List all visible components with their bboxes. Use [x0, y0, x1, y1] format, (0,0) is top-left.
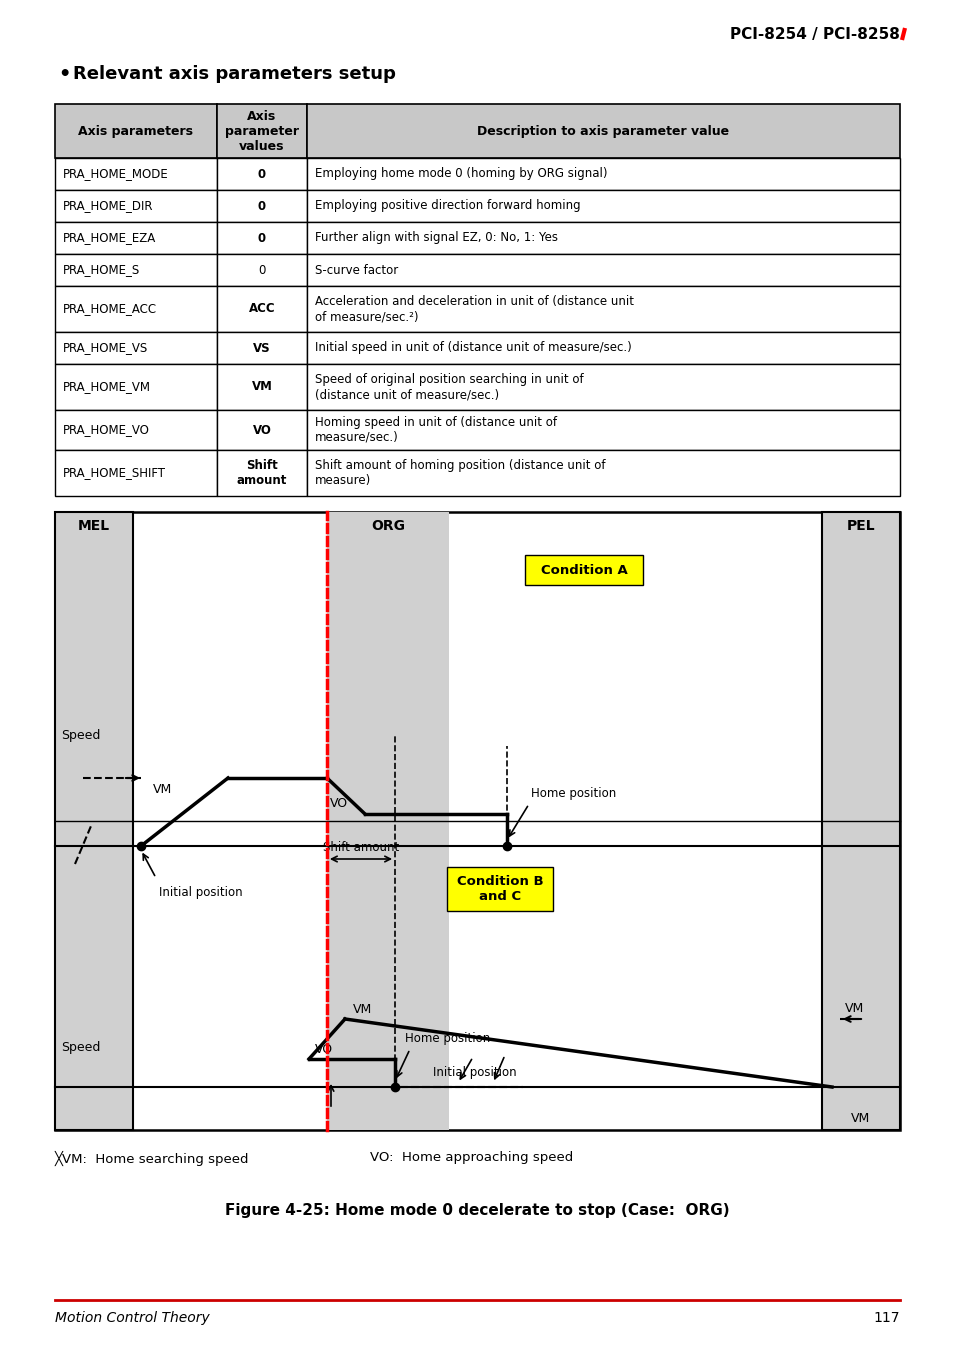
Text: PRA_HOME_SHIFT: PRA_HOME_SHIFT — [63, 466, 166, 480]
Text: ORG: ORG — [371, 519, 405, 533]
Text: Shift amount: Shift amount — [322, 841, 398, 854]
Bar — [216, 410, 307, 450]
Text: ACC: ACC — [249, 303, 275, 315]
Text: Condition B
and C: Condition B and C — [456, 875, 543, 903]
Text: PRA_HOME_DIR: PRA_HOME_DIR — [63, 200, 153, 212]
Text: MEL: MEL — [78, 519, 110, 533]
Text: 0: 0 — [257, 168, 266, 181]
Bar — [216, 222, 307, 254]
Bar — [55, 158, 216, 191]
Text: Relevant axis parameters setup: Relevant axis parameters setup — [73, 65, 395, 82]
Text: VM: VM — [252, 380, 273, 393]
Bar — [55, 254, 216, 287]
Text: Home position: Home position — [531, 787, 616, 800]
Text: VO: VO — [314, 1042, 333, 1056]
Text: VO: VO — [330, 796, 348, 810]
Text: PCI-8254 / PCI-8258: PCI-8254 / PCI-8258 — [729, 27, 899, 42]
Text: Axis parameters: Axis parameters — [78, 124, 193, 138]
Bar — [307, 333, 899, 364]
Text: Figure 4-25: Home mode 0 decelerate to stop (Case:  ORG): Figure 4-25: Home mode 0 decelerate to s… — [225, 1202, 728, 1218]
Bar — [307, 450, 899, 496]
Bar — [307, 104, 899, 158]
Bar — [216, 191, 307, 222]
Bar — [307, 222, 899, 254]
Text: Axis
parameter
values: Axis parameter values — [225, 110, 298, 153]
Text: Shift
amount: Shift amount — [236, 458, 287, 487]
Bar — [307, 410, 899, 450]
Bar — [307, 254, 899, 287]
Bar — [216, 158, 307, 191]
Text: Initial speed in unit of (distance unit of measure/sec.): Initial speed in unit of (distance unit … — [314, 342, 631, 354]
Text: PRA_HOME_VS: PRA_HOME_VS — [63, 342, 148, 354]
Bar — [307, 364, 899, 410]
Text: VM: VM — [152, 783, 172, 796]
Text: Motion Control Theory: Motion Control Theory — [55, 1311, 210, 1325]
Text: Employing home mode 0 (homing by ORG signal): Employing home mode 0 (homing by ORG sig… — [314, 168, 607, 181]
Bar — [216, 450, 307, 496]
Text: 0: 0 — [258, 264, 265, 277]
Bar — [55, 222, 216, 254]
Bar — [55, 287, 216, 333]
Text: S-curve factor: S-curve factor — [314, 264, 397, 277]
Text: •: • — [58, 65, 71, 84]
Bar — [307, 158, 899, 191]
Bar — [216, 254, 307, 287]
Bar — [307, 287, 899, 333]
Text: Speed: Speed — [61, 730, 100, 742]
Text: Speed: Speed — [61, 1041, 100, 1055]
Bar — [307, 191, 899, 222]
Text: ╳VM:  Home searching speed: ╳VM: Home searching speed — [55, 1151, 250, 1165]
Bar — [216, 364, 307, 410]
Bar — [55, 333, 216, 364]
Text: PRA_HOME_VM: PRA_HOME_VM — [63, 380, 151, 393]
Text: Further align with signal EZ, 0: No, 1: Yes: Further align with signal EZ, 0: No, 1: … — [314, 231, 558, 245]
Text: 117: 117 — [873, 1311, 899, 1325]
Text: Speed of original position searching in unit of
(distance unit of measure/sec.): Speed of original position searching in … — [314, 373, 583, 402]
Text: PEL: PEL — [846, 519, 875, 533]
Text: 0: 0 — [257, 200, 266, 212]
Text: VM: VM — [844, 1002, 863, 1015]
Text: Condition A: Condition A — [540, 564, 627, 576]
Bar — [55, 410, 216, 450]
Text: 0: 0 — [257, 231, 266, 245]
Bar — [55, 512, 899, 1130]
Text: VO: VO — [253, 423, 272, 437]
Bar — [55, 104, 216, 158]
Bar — [216, 104, 307, 158]
Bar — [55, 450, 216, 496]
Bar — [447, 867, 553, 911]
Text: Initial position: Initial position — [433, 1065, 517, 1079]
Bar — [55, 364, 216, 410]
Text: Description to axis parameter value: Description to axis parameter value — [476, 124, 729, 138]
Text: VS: VS — [253, 342, 271, 354]
Text: VM: VM — [850, 1111, 870, 1125]
Text: Shift amount of homing position (distance unit of
measure): Shift amount of homing position (distanc… — [314, 458, 605, 487]
Bar — [327, 512, 449, 1130]
Text: PRA_HOME_EZA: PRA_HOME_EZA — [63, 231, 156, 245]
Bar — [55, 191, 216, 222]
Text: VM: VM — [353, 1003, 372, 1015]
Text: PRA_HOME_VO: PRA_HOME_VO — [63, 423, 150, 437]
Text: PRA_HOME_S: PRA_HOME_S — [63, 264, 140, 277]
Bar — [821, 512, 899, 1130]
Bar — [216, 333, 307, 364]
Bar — [524, 556, 642, 585]
Text: Initial position: Initial position — [159, 886, 242, 899]
Text: Home position: Home position — [405, 1032, 490, 1045]
Text: Employing positive direction forward homing: Employing positive direction forward hom… — [314, 200, 580, 212]
Text: VO:  Home approaching speed: VO: Home approaching speed — [370, 1152, 573, 1164]
Bar — [216, 287, 307, 333]
Text: Homing speed in unit of (distance unit of
measure/sec.): Homing speed in unit of (distance unit o… — [314, 416, 557, 443]
Text: PRA_HOME_MODE: PRA_HOME_MODE — [63, 168, 169, 181]
Text: PRA_HOME_ACC: PRA_HOME_ACC — [63, 303, 157, 315]
Text: Acceleration and deceleration in unit of (distance unit
of measure/sec.²): Acceleration and deceleration in unit of… — [314, 295, 634, 323]
Bar — [55, 512, 132, 1130]
